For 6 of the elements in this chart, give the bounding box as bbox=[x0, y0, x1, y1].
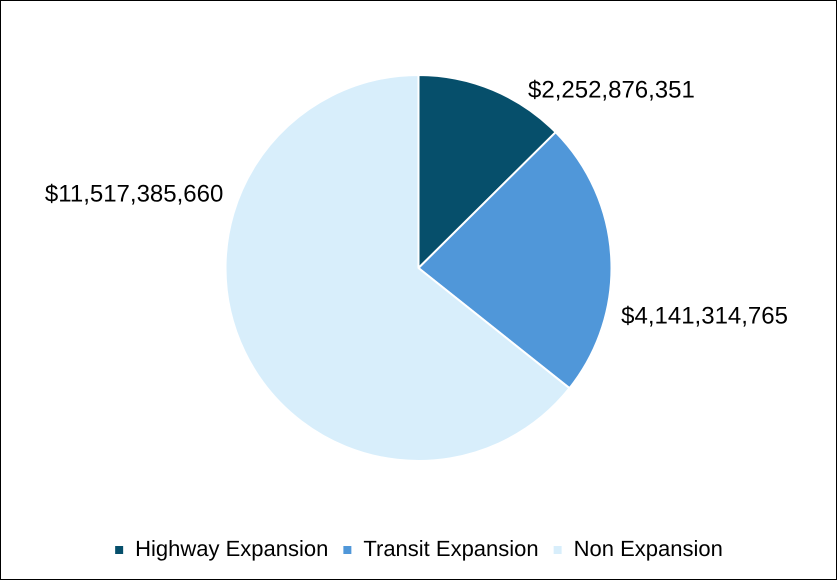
data-label: $11,517,385,660 bbox=[44, 180, 224, 208]
legend-label: Transit Expansion bbox=[363, 536, 539, 562]
data-label: $2,252,876,351 bbox=[528, 76, 695, 104]
legend-label: Highway Expansion bbox=[135, 536, 328, 562]
data-label: $4,141,314,765 bbox=[621, 302, 788, 330]
legend-label: Non Expansion bbox=[574, 536, 723, 562]
